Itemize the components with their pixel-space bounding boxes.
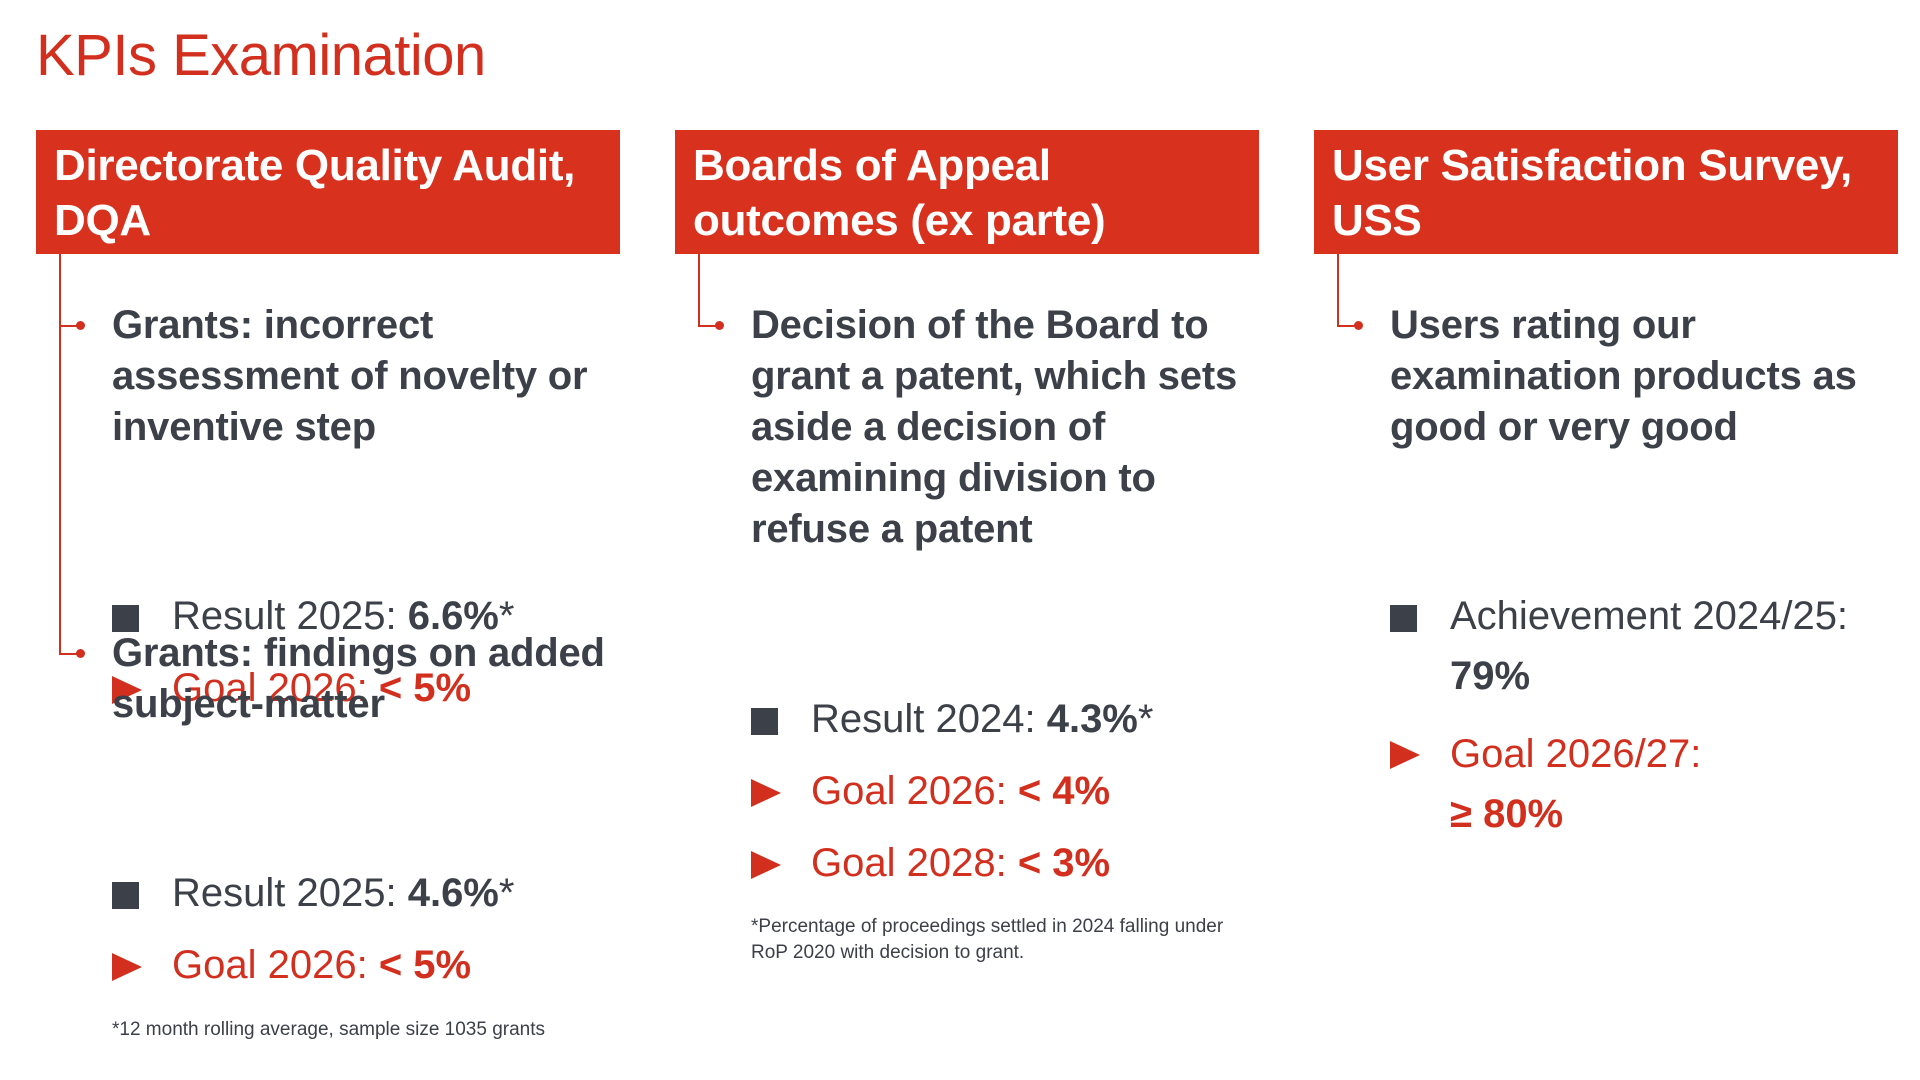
page-title: KPIs Examination <box>36 23 486 88</box>
connector-dot <box>76 649 85 658</box>
triangle-bullet-icon <box>112 676 142 704</box>
result-mark: * <box>1137 697 1154 741</box>
result-value: 4.3% <box>1046 697 1138 741</box>
result-label: Result 2024: <box>811 697 1047 741</box>
triangle-bullet-icon <box>751 851 781 879</box>
column-header: User Satisfaction Survey, USS <box>1314 130 1898 254</box>
goal-item: Goal 2026/27: ≥ 80% <box>1390 724 1870 844</box>
goal-value: < 4% <box>1017 769 1111 813</box>
result-label: Result 2025: <box>172 871 408 915</box>
goal-label: Goal 2026: <box>172 666 379 710</box>
kpi-column-dqa: Directorate Quality Audit, DQA Grants: i… <box>36 130 620 1040</box>
result-mark: * <box>498 594 515 638</box>
triangle-bullet-icon <box>1390 741 1420 769</box>
result-value: 4.6% <box>407 871 499 915</box>
kpi-column-boards-of-appeal: Boards of Appeal outcomes (ex parte) Dec… <box>675 130 1259 963</box>
result-label: Achievement 2024/25: <box>1450 594 1849 638</box>
footnote: *12 month rolling average, sample size 1… <box>112 1019 546 1040</box>
column-header: Directorate Quality Audit, DQA <box>36 130 620 254</box>
kpi-title: Decision of the Board to grant a patent,… <box>751 303 1238 551</box>
connector-dot <box>76 321 85 330</box>
kpi-title: Users rating our examination products as… <box>1390 303 1857 449</box>
goal-value: < 5% <box>378 666 472 710</box>
footnote: *Percentage of proceedings settled in 20… <box>751 916 1224 963</box>
goal-label: Goal 2026/27: <box>1450 732 1702 776</box>
goal-label: Goal 2028: <box>811 841 1018 885</box>
goal-label: Goal 2026: <box>172 943 379 987</box>
connector-dot <box>715 321 724 330</box>
result-value: 6.6% <box>407 594 499 638</box>
result-label: Result 2025: <box>172 594 408 638</box>
goal-value: < 3% <box>1017 841 1111 885</box>
kpi-title: Grants: incorrect assessment of novelty … <box>112 303 588 449</box>
goal-value: < 5% <box>378 943 472 987</box>
goal-value: ≥ 80% <box>1450 792 1564 836</box>
connector-dot <box>1354 321 1363 330</box>
kpi-column-user-satisfaction: User Satisfaction Survey, USS Users rati… <box>1314 130 1898 836</box>
square-bullet-icon <box>751 708 778 735</box>
column-header: Boards of Appeal outcomes (ex parte) <box>675 130 1259 254</box>
result-value: 79% <box>1450 654 1531 698</box>
triangle-bullet-icon <box>112 953 142 981</box>
result-mark: * <box>498 871 515 915</box>
triangle-bullet-icon <box>751 779 781 807</box>
kpi-title: Grants: findings on added subject-matter <box>112 631 605 726</box>
result-item: Achievement 2024/25: 79% <box>1390 586 1870 706</box>
square-bullet-icon <box>112 605 139 632</box>
connector-line <box>1337 254 1361 327</box>
connector-line <box>698 254 722 327</box>
goal-label: Goal 2026: <box>811 769 1018 813</box>
connector-line <box>59 254 83 655</box>
square-bullet-icon <box>112 882 139 909</box>
square-bullet-icon <box>1390 605 1417 632</box>
